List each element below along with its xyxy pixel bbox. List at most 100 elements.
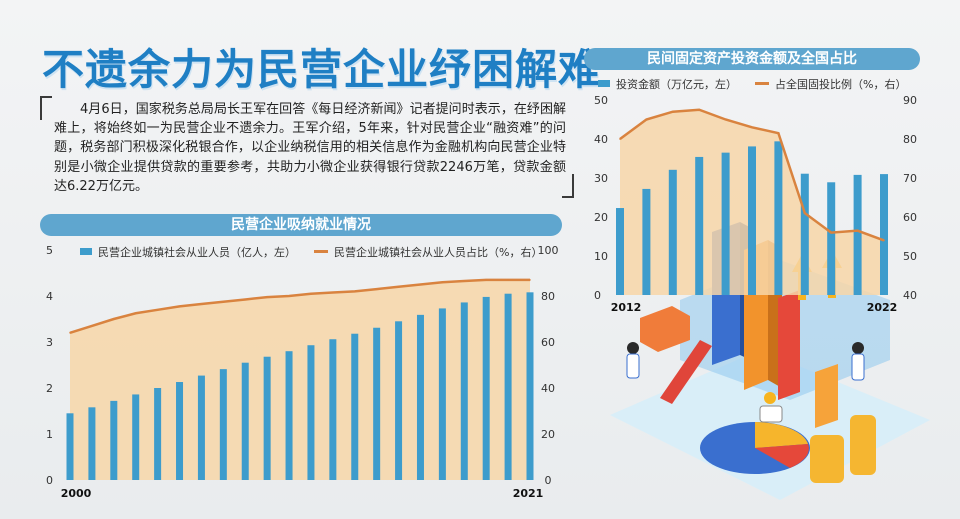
chart2-bar-2019 [800,173,809,295]
chart1-bar-2002 [110,400,118,480]
chart2-y-right-tick: 70 [903,172,917,185]
chart1-y-right-tick: 80 [541,290,555,303]
page-title: 不遗余力为民营企业纾困解难 [42,45,602,94]
chart1-bar-2013 [351,333,359,480]
person-icon [627,342,639,354]
coin-stack-icon [850,415,876,475]
chart2-y-left-tick: 30 [594,172,608,185]
chart2-y-right-tick: 90 [903,94,917,107]
chart1-bar-2008 [241,362,249,480]
chart2-line-point-2021 [856,229,859,232]
chart2-line-point-2015 [698,108,700,111]
chart1-bar-2006 [197,375,205,480]
chart1-bar-2017 [438,308,446,480]
pie-slice-icon [755,444,809,468]
chart1-line-point-2015 [397,286,400,288]
chart2-legend-line-swatch [755,82,769,85]
chart1-line-point-2009 [266,296,268,298]
chart2-legend: 投资金额（万亿元，左） 占全国固投比例（%，右） [598,76,906,92]
article-bracket-left [40,96,52,120]
chart1-line-point-2012 [332,291,334,294]
chart2-bar-2013 [642,188,651,295]
chart1-y-right-tick: 20 [541,428,555,441]
chart1-line-point-2007 [222,300,225,303]
chart2-line-point-2019 [804,212,806,214]
chart2-bar-2016 [721,152,730,295]
chart1-bar-2000 [66,413,74,480]
chart1-line-area [70,279,530,480]
chart1-line-point-2014 [375,288,378,290]
chart1-x-tick-last: 2021 [513,487,544,500]
chart1-line-point-2001 [91,325,93,327]
chart1-line-point-2020 [507,279,509,281]
chart1-bar-2016 [416,314,424,480]
chart1-bar-2020 [504,293,512,480]
chart2-y-right-tick: 50 [903,250,917,263]
chart1-bar-2005 [176,382,184,480]
chart1-line-point-2005 [178,305,181,308]
chart1-y-right-tick: 0 [545,474,552,487]
chart1-title: 民营企业吸纳就业情况 [40,214,562,236]
chart1-line-point-2019 [485,279,487,281]
chart1-legend-line-label: 民营企业城镇社会从业人员占比（%，右） [334,246,543,259]
chart1-y-right-tick: 40 [541,382,555,395]
chart2-x-tick-first: 2012 [611,301,642,314]
chart1-bar-2011 [307,345,315,480]
chart2-y-right-tick: 40 [903,289,917,302]
chart1-legend-bar-label: 民营企业城镇社会从业人员（亿人，左） [98,246,296,259]
chart1-line-point-2010 [288,295,290,297]
chart1-bar-2007 [219,369,227,480]
chart1-y-left-tick: 0 [46,474,53,487]
chart2-line-point-2016 [724,118,727,121]
chart1-line-series [69,278,530,334]
chart1-legend-line-swatch [314,250,328,253]
chart1-y-right-tick: 60 [541,336,555,349]
chart2-legend-bar-swatch [598,80,610,87]
chart2-bar-2017 [748,146,756,295]
chart2-bar-2022 [880,174,888,295]
chart2-y-left-tick: 0 [594,289,601,302]
pie-slice-icon [755,422,808,448]
chart1-bar-2015 [395,321,403,480]
chart2-y-left-tick: 40 [594,133,608,146]
chart2-legend-line-label: 占全国固投比例（%，右） [775,78,907,91]
chart2-line-point-2012 [619,138,621,140]
chart1-line-point-2011 [310,292,312,295]
chart1-line-point-2003 [134,312,137,315]
chart2-line-point-2022 [883,239,885,242]
chart1-y-right-tick: 100 [538,244,559,257]
chart2-bar-2014 [668,169,677,295]
article-bracket-right [562,174,574,199]
chart1-bar-2019 [482,296,490,480]
chart1-line-point-2006 [200,303,203,305]
chart2-y-right-tick: 80 [903,133,917,146]
chart2-bar-2015 [695,156,704,295]
chart2-line-point-2020 [830,231,832,234]
chart1-y-left-tick: 3 [46,336,53,349]
person-body-icon [851,353,865,381]
chart1-legend: 民营企业城镇社会从业人员（亿人，左） 民营企业城镇社会从业人员占比（%，右） [80,244,542,260]
chart2-title: 民间固定资产投资金额及全国占比 [584,48,920,70]
chart1-bar-2003 [132,394,140,480]
chart2-legend-bar-label: 投资金额（万亿元，左） [616,78,737,91]
article-block: 4月6日，国家税务总局局长王军在回答《每日经济新闻》记者提问时表示，在纾困解难上… [40,96,574,199]
chart2-bar-2012 [616,208,624,295]
chart1-line-point-2002 [113,318,115,320]
chart2-line-point-2013 [645,118,648,121]
worker-helmet-icon [764,392,776,404]
illustration-red-bar [778,290,800,400]
chart1-line-point-2004 [156,309,159,311]
chart1-bar-2014 [373,327,381,480]
person-icon [852,342,864,354]
chart1-y-left-tick: 2 [46,382,53,395]
person-body-icon [626,353,640,379]
chart1-line-point-2021 [529,279,531,281]
chart1-line-point-2016 [419,283,422,286]
chart1-line-point-2018 [463,280,466,282]
chart1-bar-2001 [88,407,96,480]
coin-stack-icon [810,435,844,483]
chart2-y-left-tick: 50 [594,94,608,107]
chart2-y-right-tick: 60 [903,211,917,224]
